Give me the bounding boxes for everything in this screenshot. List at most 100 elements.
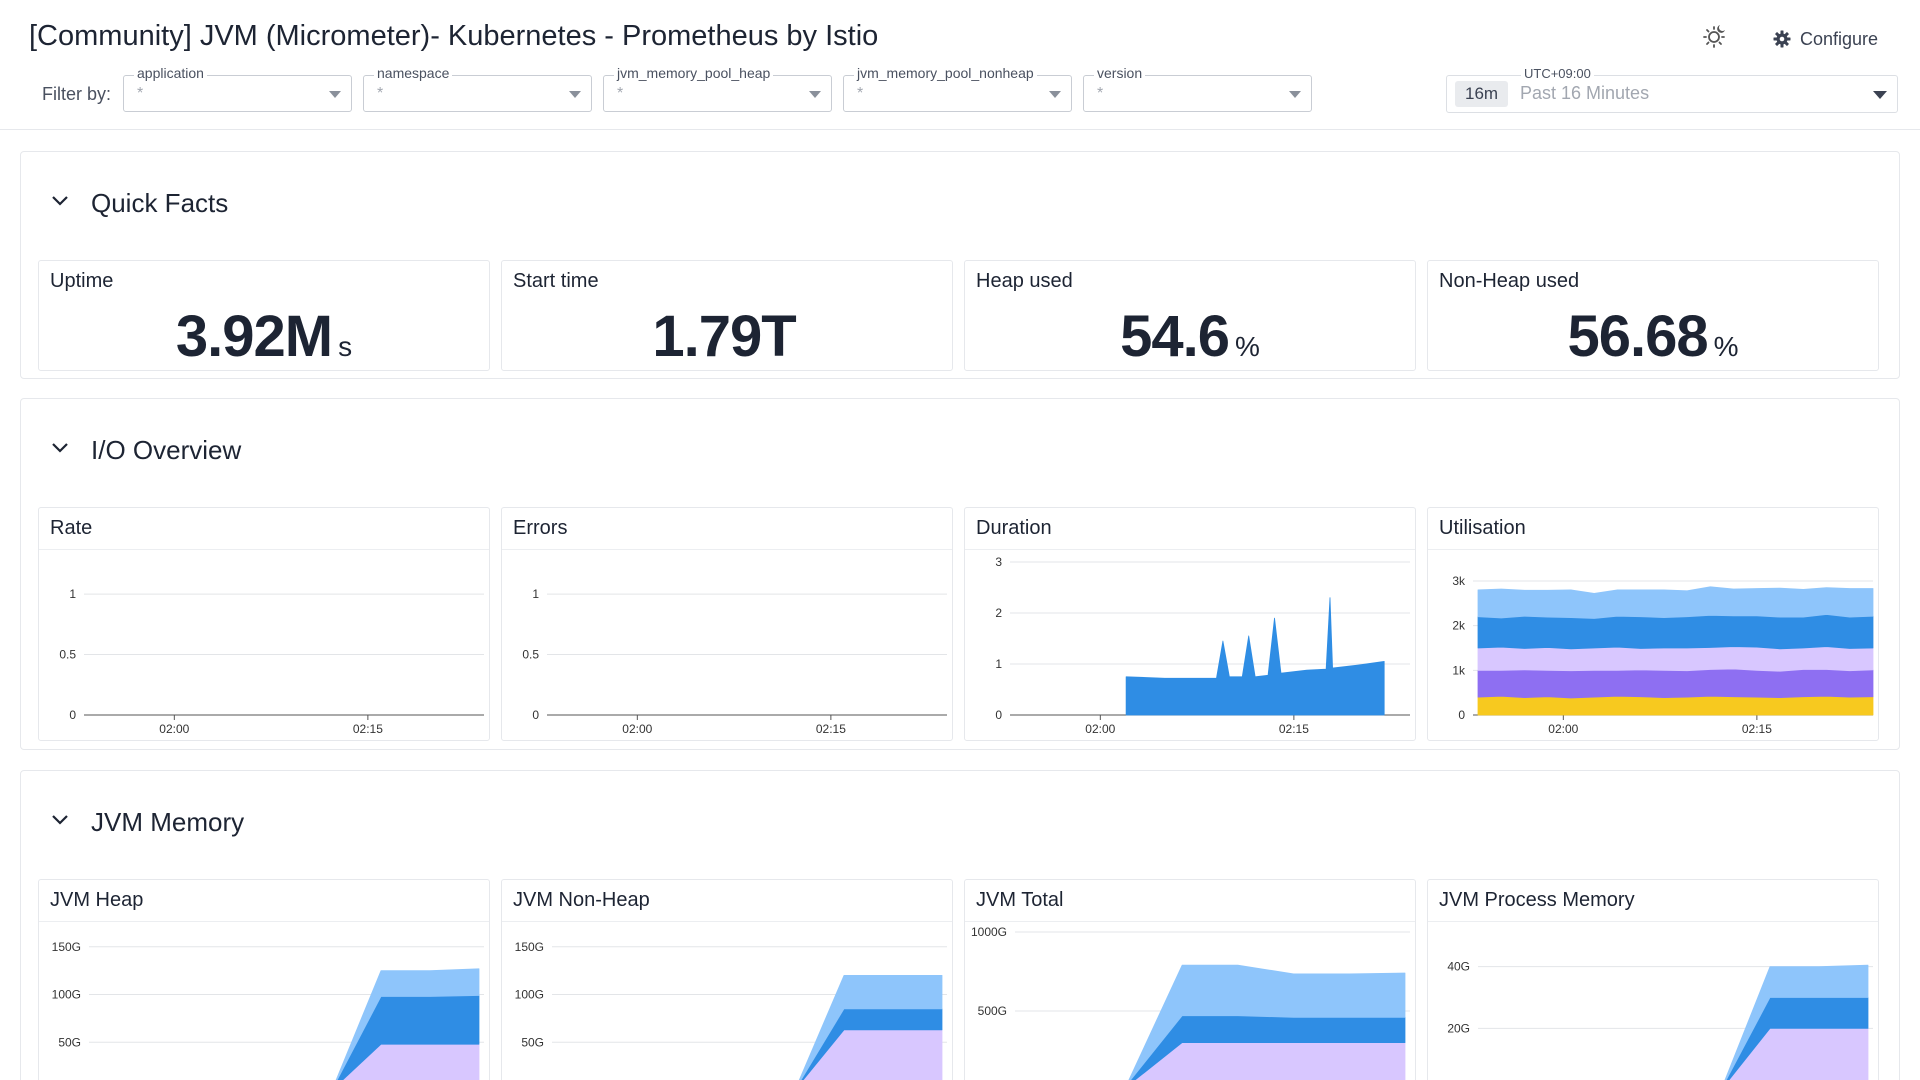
panel-title: Heap used <box>976 270 1073 292</box>
filter-jvm-memory-pool-nonheap-value: * <box>857 85 864 102</box>
y-tick-label: 40G <box>1447 960 1470 974</box>
panel-title: Duration <box>976 517 1052 539</box>
series-area-2 <box>1724 964 1869 1080</box>
y-tick-label: 20G <box>1447 1021 1470 1035</box>
jvm-total-chart: 0500G1000G <box>971 925 1410 1080</box>
chart-panel-utilisation[interactable]: Utilisation 0 1k 2k 3k 02:00 02:15 <box>1427 507 1879 741</box>
series-area-4 <box>1477 586 1874 619</box>
y-tick-label: 1000G <box>971 925 1007 939</box>
stat-panel-heap-used[interactable]: Heap used 54.6% <box>964 260 1416 371</box>
filter-version-label: version <box>1094 65 1146 81</box>
sun-moon-icon <box>1703 25 1725 48</box>
chart-panel-jvm-heap[interactable]: JVM Heap 050G100G150G <box>38 879 490 1080</box>
filter-jvm-memory-pool-nonheap[interactable]: jvm_memory_pool_nonheap * <box>843 65 1072 112</box>
series-area-0 <box>802 1029 943 1080</box>
caret-down-icon <box>1289 91 1301 98</box>
chevron-down-icon <box>52 443 68 453</box>
series-area-2 <box>1128 964 1406 1080</box>
rate-chart: 0 0.5 1 02:00 02:15 <box>59 587 484 736</box>
jvm-heap-chart: 050G100G150G <box>52 940 484 1080</box>
stat-unit: % <box>1234 331 1260 362</box>
stat-value: 56.68% <box>1428 303 1878 370</box>
panel-title: JVM Heap <box>50 889 144 911</box>
filter-jvm-memory-pool-heap-value: * <box>617 85 624 102</box>
duration-chart: 0 1 2 3 02:00 02:15 <box>995 555 1410 736</box>
configure-button[interactable]: Configure <box>1773 25 1878 53</box>
panel-divider <box>1428 921 1878 922</box>
filter-namespace-value: * <box>377 85 384 102</box>
panel-title: JVM Total <box>976 889 1064 911</box>
filter-namespace[interactable]: namespace * <box>363 65 592 112</box>
chart-panel-jvm-process-memory[interactable]: JVM Process Memory 020G40G <box>1427 879 1879 1080</box>
y-tick-label: 150G <box>515 940 544 954</box>
panel-divider <box>502 921 952 922</box>
y-tick-label: 3k <box>1452 574 1466 588</box>
filter-jvm-memory-pool-heap[interactable]: jvm_memory_pool_heap * <box>603 65 832 112</box>
chart-panel-duration[interactable]: Duration 0 1 2 3 02:00 02:15 <box>964 507 1416 741</box>
panel-divider <box>502 549 952 550</box>
chart-panel-jvm-non-heap[interactable]: JVM Non-Heap 050G100G150G <box>501 879 953 1080</box>
caret-down-icon <box>1873 91 1887 99</box>
panel-divider <box>39 549 489 550</box>
filter-version-value: * <box>1097 85 1104 102</box>
filter-jvm-memory-pool-nonheap-label: jvm_memory_pool_nonheap <box>854 65 1037 81</box>
theme-toggle-button[interactable] <box>1700 21 1730 51</box>
y-tick-label: 3 <box>995 555 1002 569</box>
y-tick-label: 0.5 <box>522 648 539 662</box>
filter-version[interactable]: version * <box>1083 65 1312 112</box>
filter-by-label: Filter by: <box>42 84 112 104</box>
chart-panel-rate[interactable]: Rate 0 0.5 1 02:00 02:15 <box>38 507 490 741</box>
section-quick-facts: Quick Facts Uptime 3.92M s Start time 1.7… <box>20 151 1900 379</box>
series-area-3 <box>1477 614 1874 650</box>
x-tick-label: 02:00 <box>1548 722 1578 736</box>
y-tick-label: 1 <box>532 587 539 601</box>
jvm-process-memory-chart: 020G40G <box>1447 960 1873 1080</box>
y-tick-label: 0 <box>532 708 539 722</box>
time-range-picker[interactable]: 16m Past 16 Minutes <box>1446 75 1898 113</box>
gear-icon <box>1773 30 1791 48</box>
section-title: Quick Facts <box>91 188 229 218</box>
chart-panel-jvm-total[interactable]: JVM Total 0500G1000G <box>964 879 1416 1080</box>
y-tick-label: 100G <box>52 988 81 1002</box>
stat-panel-non-heap-used[interactable]: Non-Heap used 56.68% <box>1427 260 1879 371</box>
stat-panel-start-time[interactable]: Start time 1.79T <box>501 260 953 371</box>
chevron-down-icon <box>52 196 68 206</box>
stat-panel-uptime[interactable]: Uptime 3.92M s <box>38 260 490 371</box>
section-io-overview-header[interactable]: I/O Overview <box>21 399 1899 499</box>
jvm-non-heap-chart: 050G100G150G <box>515 940 947 1080</box>
filter-application[interactable]: application * <box>123 65 352 112</box>
panel-title: Errors <box>513 517 568 539</box>
page-title: [Community] JVM (Micrometer)- Kubernetes… <box>29 20 879 52</box>
y-tick-label: 2k <box>1452 619 1466 633</box>
caret-down-icon <box>1049 91 1061 98</box>
caret-down-icon <box>329 91 341 98</box>
y-tick-label: 50G <box>521 1035 544 1049</box>
series-area-0 <box>1728 1027 1869 1080</box>
x-tick-label: 02:15 <box>353 722 383 736</box>
panel-divider <box>1428 549 1878 550</box>
configure-label: Configure <box>1800 28 1879 49</box>
section-quick-facts-header[interactable]: Quick Facts <box>21 152 1899 252</box>
series-area-1 <box>800 1008 943 1080</box>
section-jvm-memory-header[interactable]: JVM Memory <box>21 771 1899 871</box>
panel-divider <box>965 549 1415 550</box>
y-tick-label: 1k <box>1452 663 1466 677</box>
stat-value: 1.79T <box>502 303 952 370</box>
stat-number: 3.92M <box>175 304 333 369</box>
series-area-1 <box>336 995 480 1080</box>
y-tick-label: 1 <box>995 657 1002 671</box>
dashboard-header: [Community] JVM (Micrometer)- Kubernetes… <box>0 0 1920 130</box>
x-tick-label: 02:15 <box>1279 722 1309 736</box>
errors-chart: 0 0.5 1 02:00 02:15 <box>522 587 947 736</box>
series-area-2 <box>335 968 480 1080</box>
panel-divider <box>965 921 1415 922</box>
series-area-0 <box>342 1043 480 1080</box>
y-tick-label: 100G <box>515 988 544 1002</box>
series-area-1 <box>1725 997 1869 1080</box>
section-title: I/O Overview <box>91 435 242 465</box>
y-tick-label: 1 <box>69 587 76 601</box>
section-jvm-memory: JVM Memory JVM Heap 050G100G150G JVM Non… <box>20 770 1900 1080</box>
chart-panel-errors[interactable]: Errors 0 0.5 1 02:00 02:15 <box>501 507 953 741</box>
timezone-label: UTC+09:00 <box>1521 66 1594 81</box>
stat-number: 54.6 <box>1120 304 1230 369</box>
